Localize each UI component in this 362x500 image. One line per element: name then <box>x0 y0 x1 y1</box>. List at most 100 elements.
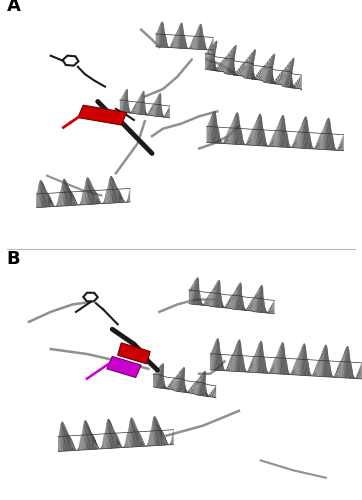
Polygon shape <box>84 420 87 450</box>
Polygon shape <box>163 29 165 48</box>
Polygon shape <box>145 112 149 115</box>
Polygon shape <box>141 438 143 446</box>
Polygon shape <box>284 60 292 86</box>
Polygon shape <box>140 91 144 114</box>
Polygon shape <box>128 101 129 113</box>
Polygon shape <box>260 342 262 373</box>
Polygon shape <box>262 66 264 82</box>
Polygon shape <box>184 389 190 393</box>
Polygon shape <box>138 93 142 114</box>
Polygon shape <box>67 430 68 451</box>
Polygon shape <box>206 298 209 306</box>
Polygon shape <box>155 96 158 116</box>
Polygon shape <box>264 302 266 313</box>
Polygon shape <box>62 182 64 206</box>
Polygon shape <box>206 392 210 397</box>
Polygon shape <box>166 38 168 48</box>
Polygon shape <box>228 130 229 144</box>
Polygon shape <box>111 176 114 203</box>
Polygon shape <box>285 58 294 86</box>
Polygon shape <box>206 48 210 69</box>
Polygon shape <box>100 446 102 449</box>
Polygon shape <box>299 348 302 375</box>
Polygon shape <box>328 356 329 377</box>
Polygon shape <box>278 345 281 374</box>
Polygon shape <box>222 142 226 144</box>
Polygon shape <box>156 364 161 388</box>
Polygon shape <box>131 418 135 447</box>
Polygon shape <box>216 282 220 307</box>
Polygon shape <box>232 54 235 74</box>
Polygon shape <box>297 356 298 375</box>
Polygon shape <box>143 445 146 446</box>
Polygon shape <box>316 363 317 376</box>
Polygon shape <box>122 200 125 202</box>
Polygon shape <box>127 196 129 202</box>
Polygon shape <box>280 115 284 147</box>
Polygon shape <box>323 344 327 376</box>
Polygon shape <box>211 42 212 50</box>
Polygon shape <box>213 340 216 370</box>
Polygon shape <box>198 372 204 395</box>
Polygon shape <box>331 374 334 377</box>
Polygon shape <box>265 54 275 82</box>
Polygon shape <box>290 147 294 148</box>
Polygon shape <box>237 284 242 310</box>
Polygon shape <box>250 56 255 79</box>
Polygon shape <box>287 134 289 147</box>
Polygon shape <box>204 38 205 50</box>
Polygon shape <box>114 430 115 448</box>
Polygon shape <box>87 422 89 450</box>
Polygon shape <box>220 291 221 308</box>
Polygon shape <box>81 434 82 450</box>
Polygon shape <box>121 96 123 112</box>
Polygon shape <box>264 132 266 146</box>
Polygon shape <box>199 290 200 305</box>
Polygon shape <box>214 60 218 71</box>
Polygon shape <box>260 118 262 146</box>
Polygon shape <box>211 112 214 143</box>
Polygon shape <box>245 309 250 311</box>
Polygon shape <box>216 340 219 370</box>
Polygon shape <box>209 118 211 142</box>
Polygon shape <box>159 22 162 47</box>
Polygon shape <box>194 36 195 49</box>
Polygon shape <box>164 32 165 48</box>
Polygon shape <box>138 97 140 114</box>
Polygon shape <box>207 123 209 142</box>
Polygon shape <box>145 110 148 115</box>
Polygon shape <box>76 204 79 205</box>
Polygon shape <box>330 364 332 377</box>
Polygon shape <box>177 25 180 48</box>
Polygon shape <box>136 427 138 447</box>
Polygon shape <box>266 54 275 82</box>
Polygon shape <box>282 344 284 374</box>
Polygon shape <box>115 432 116 448</box>
Polygon shape <box>231 294 232 309</box>
Polygon shape <box>120 192 121 202</box>
Polygon shape <box>168 47 171 48</box>
Polygon shape <box>150 430 151 446</box>
Polygon shape <box>97 196 99 204</box>
Polygon shape <box>247 49 256 78</box>
Polygon shape <box>313 372 316 376</box>
Polygon shape <box>50 200 52 207</box>
Polygon shape <box>316 142 319 149</box>
Polygon shape <box>270 82 279 84</box>
Polygon shape <box>361 363 362 379</box>
Polygon shape <box>173 38 174 48</box>
Polygon shape <box>180 370 185 392</box>
Polygon shape <box>284 58 293 86</box>
Polygon shape <box>114 180 116 203</box>
Polygon shape <box>142 442 145 446</box>
Polygon shape <box>73 196 75 205</box>
Polygon shape <box>328 358 329 377</box>
Polygon shape <box>233 287 237 309</box>
Polygon shape <box>69 187 70 206</box>
Polygon shape <box>310 136 312 149</box>
Polygon shape <box>140 435 142 446</box>
Polygon shape <box>272 66 273 84</box>
Polygon shape <box>331 370 333 377</box>
Polygon shape <box>210 352 211 370</box>
Polygon shape <box>177 27 179 48</box>
